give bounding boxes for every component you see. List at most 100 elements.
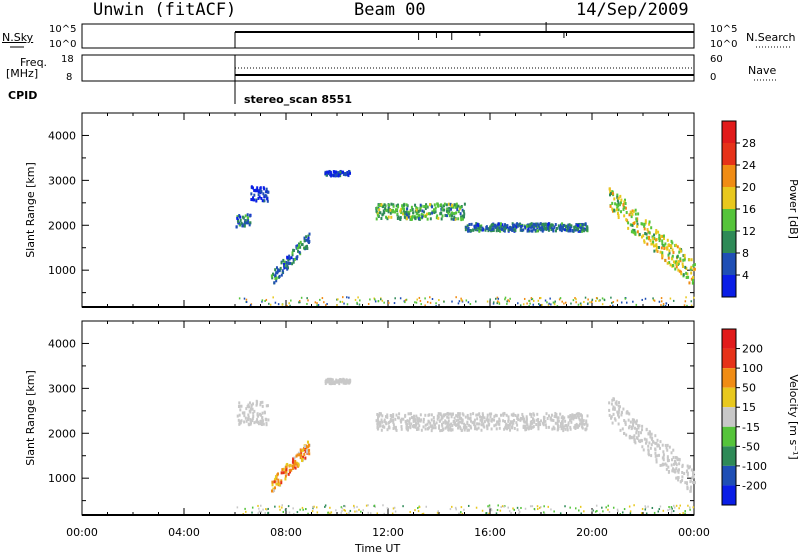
ground-scatter-cell [286,304,288,307]
echo-cell [401,206,404,210]
echo-cell [307,445,310,449]
echo-cell [406,419,409,423]
echo-cell [412,417,415,421]
ground-scatter-cell [579,302,582,305]
echo-cell [637,426,640,430]
echo-cell [237,219,240,223]
colorbar-tick-label: 28 [742,137,756,150]
echo-cell [347,379,350,383]
echo-cell [324,382,327,386]
echo-cell [608,408,611,412]
ground-scatter-cell [596,509,598,512]
echo-cell [495,229,498,233]
echo-cell [655,460,658,464]
echo-cell [520,228,523,232]
echo-cell [295,246,298,250]
echo-cell [633,221,636,225]
top-panel-traces [234,22,694,81]
ground-scatter-cell [487,505,489,508]
echo-cell [341,170,344,174]
echo-cell [648,441,651,445]
ground-scatter-cell [592,509,594,512]
echo-cell [503,412,506,416]
echo-cell [661,234,664,238]
echo-cell [619,201,622,205]
echo-cell [426,422,429,426]
ground-scatter-cell [616,299,619,302]
echo-cell [284,477,287,481]
echo-cell [375,419,378,423]
echo-cell [485,225,488,229]
ground-scatter-cell [498,302,501,305]
ground-scatter-cell [436,511,439,514]
echo-cell [550,223,553,227]
echo-cell [490,419,493,423]
ground-scatter-cell [507,506,509,509]
echo-cell [660,234,663,238]
echo-cell [582,223,585,227]
echo-cell [677,268,680,272]
echo-cell [339,170,342,174]
echo-cell [466,422,469,426]
ground-scatter-cell [559,512,562,515]
echo-cell [620,411,623,415]
echo-cell [392,204,395,208]
ground-scatter-cell [429,296,431,299]
echo-cell [251,407,254,411]
ground-scatter-cell [506,302,508,305]
echo-cell [239,218,242,222]
echo-cell [568,223,571,227]
echo-cell [674,461,677,465]
echo-cell [509,420,512,424]
echo-cell [540,228,543,232]
echo-cell [503,223,506,227]
echo-cell [244,214,247,218]
echo-cell [678,457,681,461]
echo-cell [630,215,633,219]
echo-cell [496,225,499,229]
echo-cell [329,172,332,176]
ground-scatter-cell [537,299,540,302]
echo-cell [302,447,305,451]
echo-cell [385,215,388,219]
echo-cell [662,463,665,467]
echo-cell [496,226,499,230]
echo-cell [424,423,427,427]
echo-cell [287,472,290,476]
echo-cell [532,412,535,416]
ground-scatter-cell [580,512,583,515]
echo-cell [451,412,454,416]
echo-cell [678,269,681,273]
echo-cell [573,227,576,231]
echo-cell [610,416,613,420]
nsky-tick-bottom: 10^0 [49,39,77,50]
echo-cell [261,421,264,425]
echo-cell [501,223,504,227]
ground-scatter-cell [678,507,680,510]
echo-cell [447,416,450,420]
echo-cell [570,420,573,424]
echo-cell [328,380,331,384]
echo-cell [639,431,642,435]
ground-scatter-cell [508,510,511,513]
echo-cell [685,266,688,270]
echo-cell [636,230,639,234]
echo-cell [654,447,657,451]
echo-cell [299,453,302,457]
ground-scatter-cell [315,506,318,509]
echo-cell [325,378,328,382]
echo-cell [291,460,294,464]
ground-scatter-cell [690,304,693,307]
ground-scatter-cell [277,303,280,306]
echo-cell [628,435,631,439]
colorbar-label: Power [dB] [787,179,800,239]
echo-cell [478,229,481,233]
ground-scatter-cell [394,297,396,300]
echo-cell [434,210,437,214]
echo-cell [608,401,611,405]
echo-cell [638,424,641,428]
echo-cell [524,420,527,424]
ground-scatter-cell [684,300,687,303]
echo-cell [507,419,510,423]
ground-scatter-cell [461,512,464,515]
